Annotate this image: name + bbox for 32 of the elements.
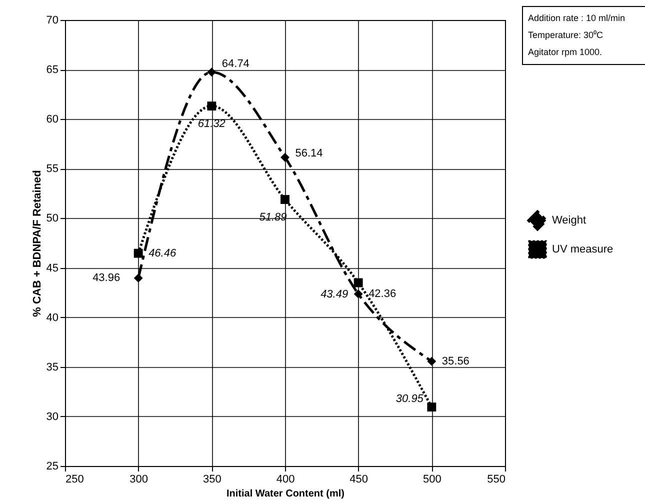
data-label: 64.74 <box>222 58 250 70</box>
data-label: 43.49 <box>320 288 348 301</box>
y-tick-label: 65 <box>46 64 58 76</box>
x-tick-label: 450 <box>350 474 368 486</box>
x-tick-label: 250 <box>66 474 84 486</box>
y-tick-label: 45 <box>46 262 58 274</box>
x-tick-label: 300 <box>130 474 148 486</box>
data-label: 30.95 <box>396 393 424 406</box>
y-tick-label: 70 <box>46 14 58 26</box>
y-tick-label: 55 <box>46 163 58 176</box>
x-axis-title: Initial Water Content (ml) <box>226 488 344 500</box>
y-tick-label: 40 <box>46 312 58 324</box>
text: Addition rate : 10 ml/min <box>528 12 626 25</box>
x-tick-label: 550 <box>487 474 506 486</box>
y-tick-label: 60 <box>46 114 58 126</box>
data-label: 42.36 <box>368 288 396 300</box>
text: Agitator rpm 1000. <box>528 46 604 59</box>
data-label: 46.46 <box>148 247 177 260</box>
data-label: 56.14 <box>295 147 323 160</box>
data-label: 35.56 <box>442 355 470 368</box>
y-tick-label: 35 <box>46 361 58 374</box>
y-tick-label: 50 <box>46 212 58 225</box>
legend-label: UV measure <box>552 244 614 256</box>
x-tick-label: 350 <box>202 474 222 486</box>
x-tick-label: 400 <box>276 474 295 486</box>
y-tick-label: 25 <box>46 460 58 472</box>
x-tick-label: 500 <box>422 474 442 486</box>
text: Temperature: 30⁰C <box>528 29 604 42</box>
y-axis-title: % CAB + BDNPA/F Retained <box>31 170 44 317</box>
data-label: 43.96 <box>92 272 120 284</box>
legend-label: Weight <box>552 214 586 226</box>
y-tick-label: 30 <box>46 410 58 423</box>
